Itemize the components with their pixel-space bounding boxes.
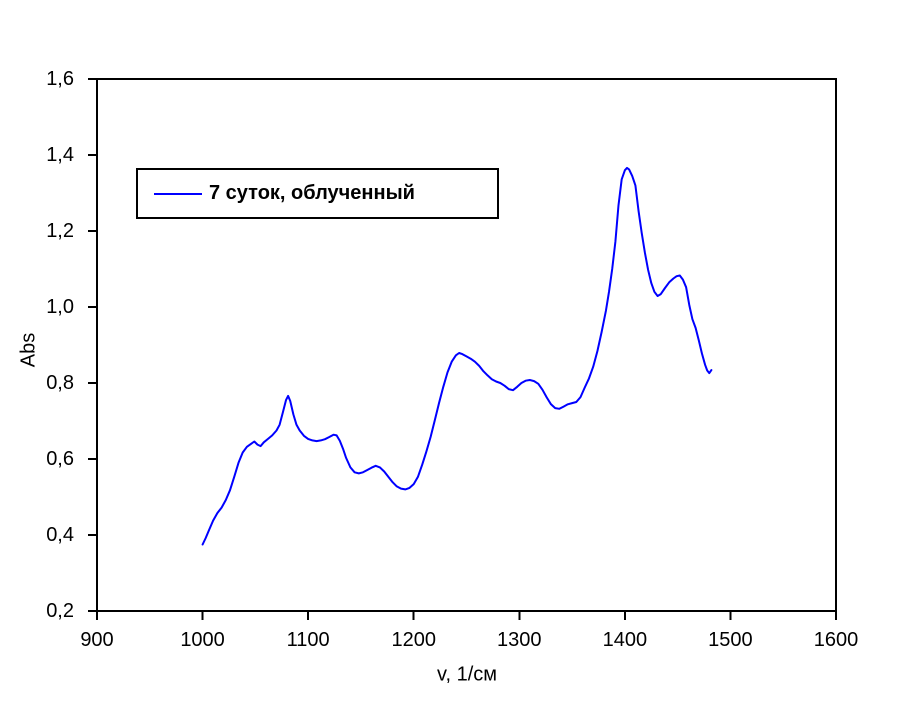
x-tick-label: 1100	[286, 629, 330, 651]
x-axis-ticks	[96, 611, 837, 620]
plot-frame	[96, 78, 837, 612]
x-tick-label: 1300	[497, 629, 542, 651]
x-tick-label: 1000	[180, 629, 225, 651]
x-tick-label: 1500	[708, 629, 753, 651]
x-tick-label: 1400	[602, 629, 648, 651]
y-axis-label: Abs	[17, 332, 40, 368]
y-tick-label: 0,2	[46, 600, 74, 622]
legend-line-sample	[154, 192, 202, 195]
legend-label: 7 суток, облученный	[209, 182, 415, 204]
y-tick-label: 0,6	[46, 448, 74, 470]
y-tick-label: 1,6	[46, 68, 74, 90]
spectrum-line	[201, 166, 713, 546]
y-tick-label: 0,8	[46, 372, 74, 394]
y-tick-label: 1,0	[46, 296, 74, 318]
y-tick-label: 1,4	[46, 144, 74, 166]
y-axis-ticks	[88, 78, 97, 612]
x-tick-label: 900	[80, 629, 114, 651]
y-tick-label: 1,2	[46, 220, 74, 242]
x-axis-label: v, 1/см	[436, 663, 498, 686]
y-tick-label: 0,4	[46, 524, 74, 546]
x-tick-label: 1600	[813, 629, 859, 651]
x-tick-label: 1200	[391, 629, 436, 651]
legend-box: 7 суток, облученный	[136, 168, 499, 219]
